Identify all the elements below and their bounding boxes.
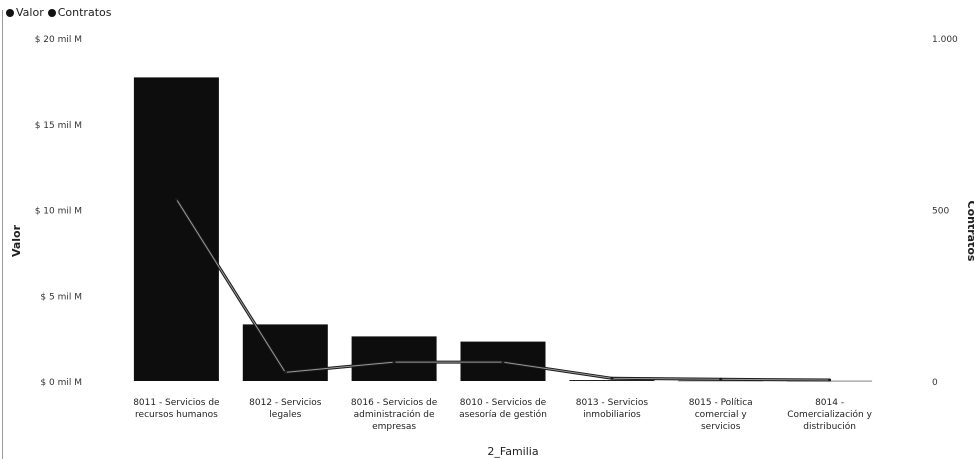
category-axis-labels: 8011 - Servicios de recursos humanos 8012 … [133,398,872,432]
point-contratos [392,360,396,364]
category-label: 8012 - Servicios legales [249,398,322,420]
category-label-line: 8012 - Servicios [249,398,322,408]
category-label-line: 8011 - Servicios de [133,398,220,408]
point-contratos [828,378,832,382]
legend-item-contratos[interactable]: Contratos [47,6,112,19]
bar-valor [569,380,655,381]
category-label-line: empresas [372,422,416,432]
point-contratos [610,376,614,380]
category-label-line: administración de [354,409,435,420]
point-contratos [174,197,178,201]
category-label-line: distribución [803,421,856,432]
y-axis-title: Valor [10,224,23,257]
legend-label-contratos: Contratos [57,6,112,19]
primary-tick-label: $ 15 mil M [35,121,82,131]
category-label-line: asesoría de gestión [459,409,547,420]
legend: Valor Contratos [6,6,111,19]
category-label-line: legales [269,410,301,420]
category-label-line: comercial y [695,410,748,420]
category-label-line: 8014 - [815,398,844,408]
legend-dot-contratos-icon [47,8,56,17]
line-series-contratos [174,197,832,382]
category-label-line: recursos humanos [135,410,218,420]
category-label: 8016 - Servicios de administración de empr… [351,398,438,432]
bar-valor [351,336,437,381]
primary-tick-label: $ 5 mil M [40,292,82,302]
category-label-line: inmobiliarios [583,410,641,420]
legend-label-valor: Valor [16,6,44,19]
category-label: 8011 - Servicios de recursos humanos [133,398,220,420]
panel-edge-line [2,10,3,459]
category-label: 8015 - Política comercial y servicios [689,398,753,432]
primary-tick-label: $ 0 mil M [40,378,82,388]
bar-series-valor [133,77,873,382]
category-label: 8013 - Servicios inmobiliarios [576,398,649,420]
category-label-line: 8013 - Servicios [576,398,649,408]
category-label-line: 8010 - Servicios de [460,398,547,408]
category-label: 8010 - Servicios de asesoría de gestión [459,398,547,420]
point-contratos [501,360,505,364]
legend-item-valor[interactable]: Valor [6,6,44,19]
category-label-line: 8015 - Política [689,398,753,408]
category-label-line: 8016 - Servicios de [351,398,438,408]
point-contratos [719,377,723,381]
primary-axis: $ 0 mil M $ 5 mil M $ 10 mil M $ 15 mil M $ … [35,35,82,388]
primary-tick-label: $ 10 mil M [35,207,82,217]
category-label-line: Comercialización y [787,409,872,420]
category-label: 8014 -Comercialización y distribución [787,398,872,432]
bar-valor [133,77,219,382]
secondary-axis: 0 500 1.000 [932,35,958,388]
secondary-axis-title: Contratos [965,201,974,262]
point-contratos [283,370,287,374]
legend-dot-valor-icon [6,8,14,17]
secondary-tick-label: 1.000 [932,35,958,45]
bar-valor [678,380,764,382]
x-axis-title: 2_Familia [487,445,538,458]
category-label-line: servicios [701,422,741,432]
secondary-tick-label: 500 [932,207,949,217]
secondary-tick-label: 0 [932,378,938,388]
primary-tick-label: $ 20 mil M [35,35,82,45]
